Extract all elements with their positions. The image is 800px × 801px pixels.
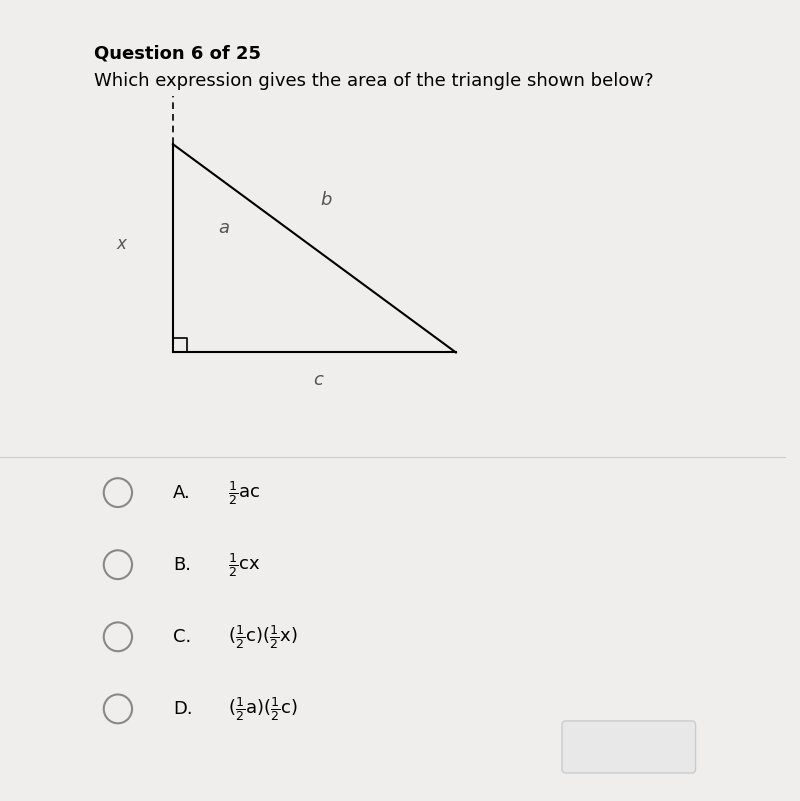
Text: B.: B.	[173, 556, 191, 574]
FancyBboxPatch shape	[562, 721, 695, 773]
Text: C.: C.	[173, 628, 191, 646]
Text: A.: A.	[173, 484, 190, 501]
Text: SUBMIT: SUBMIT	[598, 740, 659, 754]
Text: D.: D.	[173, 700, 193, 718]
Text: ($\frac{1}{2}$c)($\frac{1}{2}$x): ($\frac{1}{2}$c)($\frac{1}{2}$x)	[228, 623, 298, 650]
Text: c: c	[314, 372, 323, 389]
Text: $\frac{1}{2}$cx: $\frac{1}{2}$cx	[228, 551, 260, 578]
Text: a: a	[218, 219, 230, 237]
Text: b: b	[321, 191, 332, 209]
Text: ($\frac{1}{2}$a)($\frac{1}{2}$c): ($\frac{1}{2}$a)($\frac{1}{2}$c)	[228, 695, 298, 723]
Text: Which expression gives the area of the triangle shown below?: Which expression gives the area of the t…	[94, 72, 654, 90]
Text: x: x	[117, 235, 126, 253]
Text: Question 6 of 25: Question 6 of 25	[94, 44, 262, 62]
Text: $\frac{1}{2}$ac: $\frac{1}{2}$ac	[228, 479, 260, 506]
